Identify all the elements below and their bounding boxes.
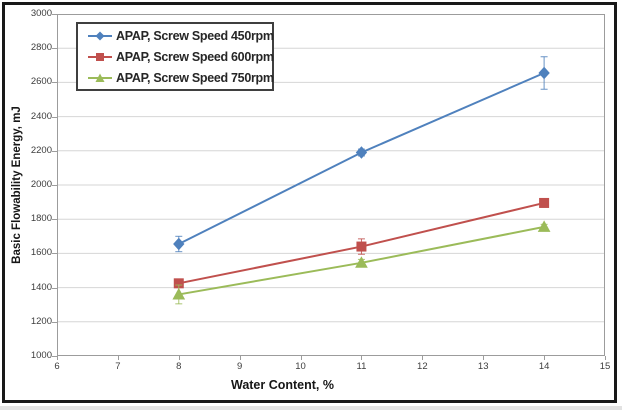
x-axis-title: Water Content, % [230, 378, 334, 392]
x-tick-mark [361, 356, 363, 360]
x-tick-label: 14 [538, 361, 550, 372]
triangle-marker-icon [88, 73, 112, 82]
y-tick-label: 1400 [30, 281, 52, 293]
y-tick-mark [52, 253, 57, 255]
x-tick-mark [422, 356, 424, 360]
y-tick-label: 3000 [30, 8, 52, 19]
x-tick-mark [300, 356, 302, 360]
y-tick-label: 2600 [30, 76, 52, 88]
x-tick-label: 9 [237, 361, 243, 372]
y-tick-label: 2200 [30, 144, 52, 156]
y-tick-mark [52, 185, 57, 186]
y-tick-label: 1800 [30, 213, 52, 225]
legend-item: APAP, Screw Speed 450rpm [87, 25, 274, 46]
x-tick-mark [178, 356, 180, 360]
x-tick-mark [117, 356, 119, 360]
legend-label: APAP, Screw Speed 450rpm [116, 28, 274, 43]
data-point-marker [537, 220, 551, 232]
x-tick-label: 15 [599, 361, 611, 372]
legend-label: APAP, Screw Speed 600rpm [116, 49, 274, 64]
y-tick-label: 2400 [30, 110, 52, 122]
legend-label: APAP, Screw Speed 750rpm [116, 70, 274, 85]
x-tick-label: 6 [54, 361, 60, 372]
y-tick-label: 2000 [30, 179, 52, 190]
y-tick-mark [52, 219, 57, 221]
x-tick-label: 11 [356, 361, 367, 372]
x-tick-mark [605, 356, 606, 360]
x-tick-mark [483, 356, 485, 360]
x-tick-label: 7 [115, 361, 121, 372]
data-point-marker [173, 237, 185, 251]
bottom-strip [0, 406, 622, 410]
x-tick-label: 13 [477, 361, 489, 372]
data-point-marker [355, 256, 368, 268]
y-tick-label: 1000 [30, 350, 52, 361]
x-tick-label: 10 [295, 361, 306, 372]
diamond-marker-icon [88, 31, 112, 40]
x-tick-label: 8 [176, 361, 182, 372]
legend: APAP, Screw Speed 450rpm APAP, Screw Spee… [76, 22, 274, 91]
y-tick-mark [52, 356, 57, 357]
x-tick-mark [544, 356, 546, 360]
square-marker-icon [88, 52, 112, 61]
x-tick-mark [57, 356, 58, 360]
data-point-marker [538, 66, 550, 80]
y-tick-label: 2800 [30, 42, 52, 54]
legend-item: APAP, Screw Speed 750rpm [87, 67, 274, 88]
plot-box [57, 14, 605, 356]
y-tick-mark [52, 48, 57, 50]
y-tick-mark [52, 150, 57, 152]
y-tick-mark [52, 82, 57, 84]
data-point-marker [539, 197, 550, 208]
x-tick-label: 12 [417, 361, 428, 372]
y-tick-mark [52, 14, 57, 15]
y-tick-label: 1600 [30, 247, 52, 259]
y-tick-mark [52, 287, 57, 289]
x-tick-mark [239, 356, 241, 360]
data-point-marker [172, 287, 186, 300]
data-point-marker [355, 146, 368, 159]
data-point-marker [356, 241, 367, 252]
y-tick-mark [52, 321, 57, 323]
legend-item: APAP, Screw Speed 600rpm [87, 46, 274, 67]
y-tick-label: 1200 [30, 315, 52, 327]
y-tick-mark [52, 116, 57, 118]
